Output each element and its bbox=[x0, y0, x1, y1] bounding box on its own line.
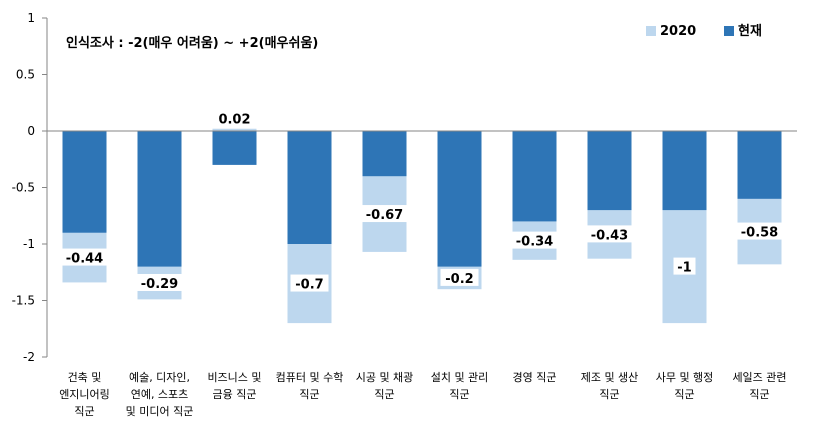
bar-current-7 bbox=[512, 131, 557, 222]
data-label-2: -0.29 bbox=[141, 277, 178, 292]
category-label-line: 예술, 디자인, bbox=[129, 371, 190, 384]
legend: 2020 현재 bbox=[646, 23, 762, 39]
data-label-6: -0.2 bbox=[445, 272, 473, 287]
category-label-line: 제조 및 생산 bbox=[581, 371, 639, 384]
category-label-line: 연예, 스포츠 bbox=[131, 388, 189, 401]
data-label-bg-7 bbox=[511, 231, 558, 249]
category-label-line: 직군 bbox=[299, 388, 319, 401]
y-tick-label: -2 bbox=[23, 350, 35, 364]
category-label-7: 경영 직군 bbox=[513, 371, 557, 384]
legend-label-2: 현재 bbox=[738, 23, 762, 39]
category-label-line: 직군 bbox=[749, 388, 769, 401]
bar-current-4 bbox=[287, 131, 332, 244]
y-tick-label: 1 bbox=[27, 11, 35, 25]
legend-swatch-1 bbox=[646, 26, 656, 36]
data-labels: -0.44 -0.29 0.02 -0.7 -0.67 -0.2 -0.34 -0.43 -1 -… bbox=[61, 109, 783, 293]
data-label-1: -0.44 bbox=[66, 252, 103, 267]
data-label-9: -1 bbox=[677, 261, 691, 276]
category-label-line: 직군 bbox=[674, 388, 694, 401]
data-label-5: -0.67 bbox=[366, 208, 403, 223]
bar-current-3 bbox=[212, 131, 257, 165]
category-label-line: 건축 및 bbox=[68, 371, 102, 384]
category-label-line: 엔지니어링 bbox=[59, 388, 110, 401]
series-current-bars bbox=[62, 131, 782, 267]
data-label-bg-8 bbox=[586, 225, 633, 243]
category-label-line: 및 미디어 직군 bbox=[126, 405, 194, 418]
legend-label-1: 2020 bbox=[660, 24, 696, 39]
data-label-10: -0.58 bbox=[741, 226, 778, 241]
bar-current-8 bbox=[587, 131, 632, 211]
category-label-line: 금융 직군 bbox=[213, 388, 257, 401]
axes: 1 0.5 0 -0.5 -1 -1.5 -2 bbox=[12, 11, 797, 364]
category-label-line: 직군 bbox=[449, 388, 469, 401]
category-label-line: 경영 직군 bbox=[513, 371, 557, 384]
scale-annotation: 인식조사 : -2(매우 어려움) ~ +2(매우쉬움) bbox=[66, 35, 318, 51]
bar-current-5 bbox=[362, 131, 407, 177]
data-label-bg-1 bbox=[61, 248, 108, 266]
category-label-line: 컴퓨터 및 수학 bbox=[276, 371, 344, 384]
y-tick-label: 0 bbox=[27, 124, 35, 138]
data-label-bg-3 bbox=[215, 109, 254, 127]
bar-current-1 bbox=[62, 131, 107, 233]
data-label-bg-9 bbox=[673, 257, 696, 275]
bar-current-9 bbox=[662, 131, 707, 211]
y-tick-label: 0.5 bbox=[16, 68, 35, 82]
bar-2020-3 bbox=[212, 128, 257, 131]
category-label-line: 직군 bbox=[374, 388, 394, 401]
data-label-3: 0.02 bbox=[218, 113, 250, 128]
bar-current-2 bbox=[137, 131, 182, 267]
data-label-4: -0.7 bbox=[295, 278, 323, 293]
category-label-line: 시공 및 채광 bbox=[356, 371, 414, 384]
category-label-line: 비즈니스 및 bbox=[207, 371, 261, 384]
y-tick-label: -0.5 bbox=[12, 181, 35, 195]
data-label-bg-6 bbox=[440, 268, 479, 286]
data-label-7: -0.34 bbox=[516, 235, 553, 250]
category-label-line: 직군 bbox=[599, 388, 619, 401]
data-label-8: -0.43 bbox=[591, 228, 628, 243]
y-tick-label: -1 bbox=[23, 237, 35, 251]
bar-current-10 bbox=[737, 131, 782, 199]
legend-swatch-2 bbox=[724, 26, 734, 36]
category-label-line: 설치 및 관리 bbox=[431, 371, 489, 384]
bar-current-6 bbox=[437, 131, 482, 267]
category-label-line: 직군 bbox=[74, 405, 94, 418]
data-label-bg-5 bbox=[361, 205, 408, 223]
y-tick-label: -1.5 bbox=[12, 294, 35, 308]
data-label-bg-10 bbox=[736, 222, 783, 240]
data-label-bg-4 bbox=[290, 274, 329, 292]
data-label-bg-2 bbox=[136, 273, 183, 291]
category-label-line: 세일즈 관련 bbox=[732, 370, 786, 384]
category-label-line: 사무 및 행정 bbox=[656, 371, 714, 384]
